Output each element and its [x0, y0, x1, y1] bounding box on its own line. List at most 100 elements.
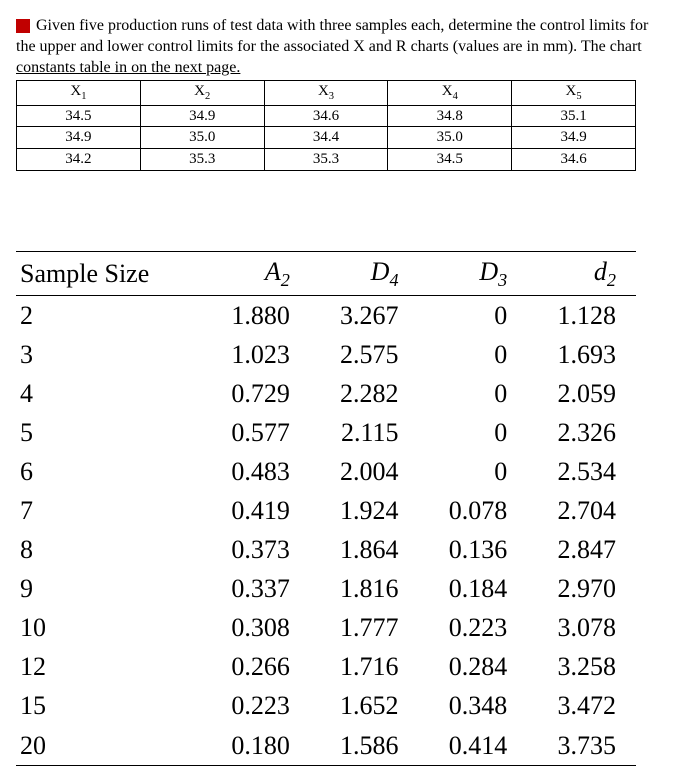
table-row: 70.4191.9240.0782.704	[16, 491, 636, 530]
table-cell: 0.348	[419, 686, 528, 725]
col-header: D3	[419, 251, 528, 295]
table-cell: 0	[419, 452, 528, 491]
table-cell: 3	[16, 335, 201, 374]
col-header: A2	[201, 251, 310, 295]
table-cell: 2.534	[527, 452, 636, 491]
col-header: D4	[310, 251, 419, 295]
table-cell: 20	[16, 726, 201, 766]
table-cell: 1.716	[310, 647, 419, 686]
table-cell: 1.586	[310, 726, 419, 766]
table-row: 31.0232.57501.693	[16, 335, 636, 374]
table-cell: 9	[16, 569, 201, 608]
table-cell: 0.184	[419, 569, 528, 608]
table-cell: 35.0	[140, 127, 264, 149]
col-header: X4	[388, 81, 512, 105]
table-cell: 35.3	[264, 149, 388, 171]
table-cell: 2.282	[310, 374, 419, 413]
table-cell: 0.180	[201, 726, 310, 766]
table-cell: 0.577	[201, 413, 310, 452]
table-cell: 3.078	[527, 608, 636, 647]
table-row: 120.2661.7160.2843.258	[16, 647, 636, 686]
table-cell: 0.414	[419, 726, 528, 766]
table-cell: 2.115	[310, 413, 419, 452]
table-cell: 34.5	[388, 149, 512, 171]
table-cell: 35.1	[512, 105, 636, 127]
table-cell: 8	[16, 530, 201, 569]
table-cell: 0	[419, 295, 528, 335]
table-cell: 0.483	[201, 452, 310, 491]
table-cell: 2.326	[527, 413, 636, 452]
table-row: 90.3371.8160.1842.970	[16, 569, 636, 608]
table-row: 200.1801.5860.4143.735	[16, 726, 636, 766]
table-cell: 3.472	[527, 686, 636, 725]
table-cell: 1.023	[201, 335, 310, 374]
table-cell: 34.6	[512, 149, 636, 171]
table-cell: 2.704	[527, 491, 636, 530]
table-cell: 1.652	[310, 686, 419, 725]
table-cell: 34.9	[512, 127, 636, 149]
col-header: d2	[527, 251, 636, 295]
table-cell: 1.777	[310, 608, 419, 647]
problem-line1: Given five production runs of test data …	[36, 17, 648, 34]
table-cell: 3.267	[310, 295, 419, 335]
table-cell: 3.735	[527, 726, 636, 766]
table-cell: 1.864	[310, 530, 419, 569]
col-header: X2	[140, 81, 264, 105]
table-cell: 34.2	[17, 149, 141, 171]
marker-icon	[16, 19, 30, 33]
col-header: Sample Size	[16, 251, 201, 295]
problem-line3: constants table in on the next page.	[16, 59, 240, 76]
table-cell: 34.9	[140, 105, 264, 127]
table-cell: 0.284	[419, 647, 528, 686]
table-cell: 4	[16, 374, 201, 413]
table-cell: 0.308	[201, 608, 310, 647]
problem-statement: Given five production runs of test data …	[16, 16, 664, 78]
table-cell: 1.924	[310, 491, 419, 530]
table-row: 100.3081.7770.2233.078	[16, 608, 636, 647]
table-cell: 35.0	[388, 127, 512, 149]
table-cell: 2.059	[527, 374, 636, 413]
data-table-body: 34.534.934.634.835.134.935.034.435.034.9…	[17, 105, 636, 170]
table-cell: 2.575	[310, 335, 419, 374]
table-row: 34.935.034.435.034.9	[17, 127, 636, 149]
table-cell: 0.266	[201, 647, 310, 686]
table-cell: 6	[16, 452, 201, 491]
table-cell: 34.8	[388, 105, 512, 127]
table-cell: 2.847	[527, 530, 636, 569]
constants-table-body: 21.8803.26701.12831.0232.57501.69340.729…	[16, 295, 636, 765]
table-row: 60.4832.00402.534	[16, 452, 636, 491]
table-row: 40.7292.28202.059	[16, 374, 636, 413]
table-header-row: Sample SizeA2D4D3d2	[16, 251, 636, 295]
table-cell: 35.3	[140, 149, 264, 171]
table-cell: 0.373	[201, 530, 310, 569]
table-cell: 10	[16, 608, 201, 647]
table-cell: 15	[16, 686, 201, 725]
constants-table: Sample SizeA2D4D3d2 21.8803.26701.12831.…	[16, 251, 636, 766]
col-header: X5	[512, 81, 636, 105]
table-cell: 0.078	[419, 491, 528, 530]
table-cell: 5	[16, 413, 201, 452]
col-header: X3	[264, 81, 388, 105]
data-table-head: X1X2X3X4X5	[17, 81, 636, 105]
problem-line2: the upper and lower control limits for t…	[16, 38, 642, 55]
table-row: 50.5772.11502.326	[16, 413, 636, 452]
table-cell: 0.337	[201, 569, 310, 608]
table-cell: 3.258	[527, 647, 636, 686]
table-row: 21.8803.26701.128	[16, 295, 636, 335]
table-cell: 2.004	[310, 452, 419, 491]
table-cell: 0	[419, 335, 528, 374]
table-cell: 0	[419, 374, 528, 413]
table-cell: 0.729	[201, 374, 310, 413]
table-cell: 34.5	[17, 105, 141, 127]
table-cell: 1.693	[527, 335, 636, 374]
table-cell: 34.6	[264, 105, 388, 127]
table-cell: 0	[419, 413, 528, 452]
table-header-row: X1X2X3X4X5	[17, 81, 636, 105]
table-row: 150.2231.6520.3483.472	[16, 686, 636, 725]
table-cell: 34.4	[264, 127, 388, 149]
table-cell: 12	[16, 647, 201, 686]
table-cell: 1.880	[201, 295, 310, 335]
table-cell: 7	[16, 491, 201, 530]
table-cell: 0.223	[201, 686, 310, 725]
table-cell: 1.128	[527, 295, 636, 335]
